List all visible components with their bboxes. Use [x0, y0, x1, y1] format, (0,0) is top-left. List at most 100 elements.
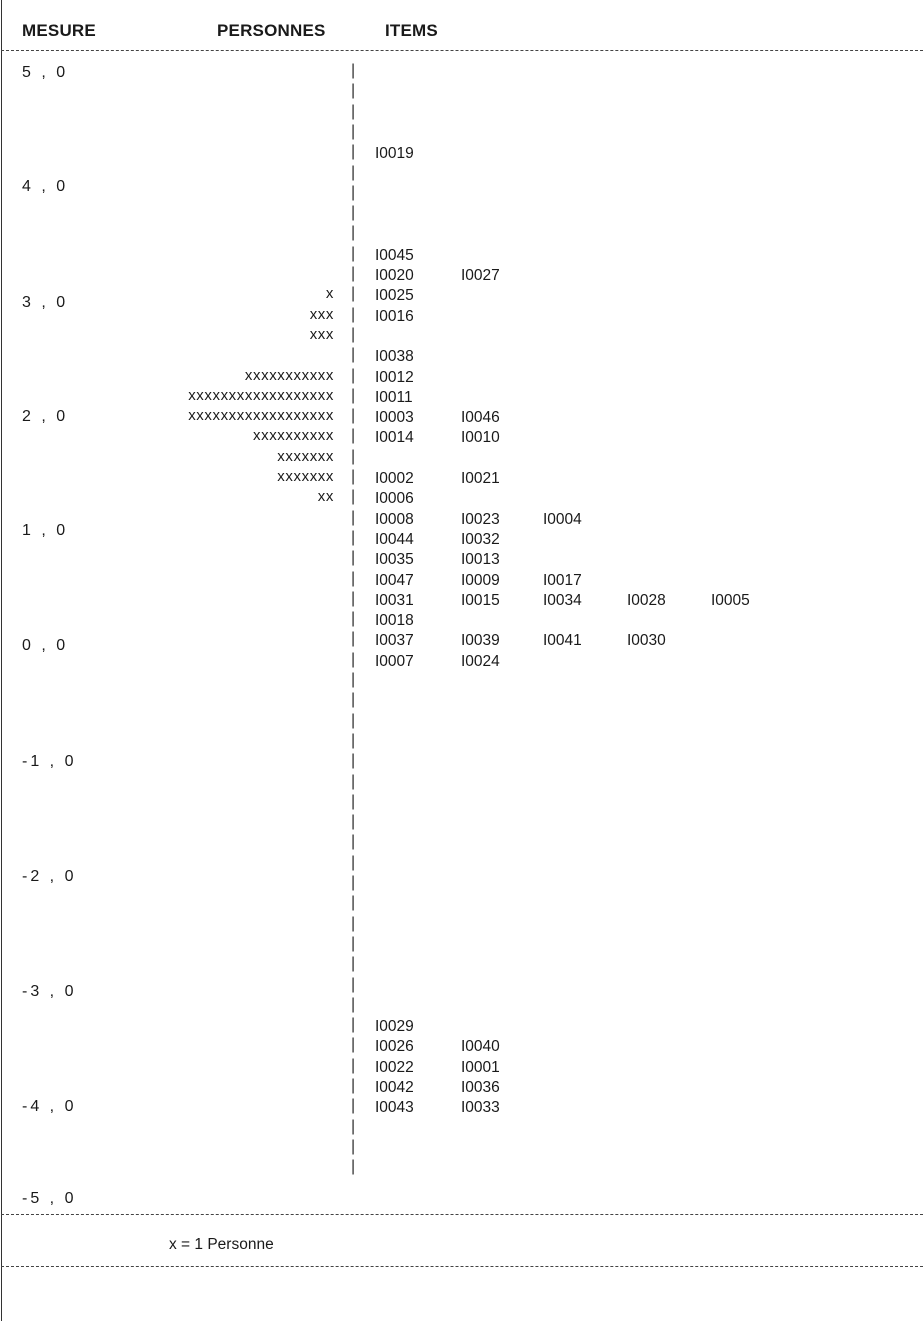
- item-label: I0041: [543, 632, 582, 650]
- item-label: I0033: [461, 1099, 500, 1117]
- item-label: I0011: [375, 388, 413, 406]
- axis-bar: |: [351, 488, 356, 506]
- item-label: I0018: [375, 612, 414, 630]
- axis-bar: |: [351, 995, 356, 1013]
- item-label: I0027: [461, 267, 500, 284]
- axis-bar: |: [351, 285, 356, 303]
- axis-bar: |: [351, 752, 356, 770]
- axis-bar: |: [351, 1056, 356, 1074]
- axis-bar: |: [351, 1077, 356, 1094]
- header-items: ITEMS: [385, 21, 438, 40]
- y-tick-label: -2 , 0: [22, 868, 77, 885]
- axis-bar: |: [351, 589, 356, 607]
- y-tick-label: 0 , 0: [22, 637, 69, 654]
- axis-bar: |: [351, 305, 356, 323]
- axis-bar: |: [351, 1036, 356, 1054]
- axis-bar: |: [351, 366, 356, 384]
- axis-bar: |: [351, 894, 356, 912]
- axis-bar: |: [351, 265, 356, 282]
- axis-bar: |: [351, 691, 356, 709]
- axis-bar: |: [351, 204, 356, 222]
- item-label: I0014: [375, 429, 414, 447]
- item-label: I0025: [375, 287, 414, 305]
- axis-bar: |: [351, 244, 356, 262]
- footer-divider: [1, 1214, 923, 1215]
- y-tick-label: 2 , 0: [22, 408, 69, 425]
- item-label: I0040: [461, 1038, 500, 1056]
- item-label: I0021: [461, 470, 500, 487]
- axis-bar: |: [351, 407, 356, 425]
- item-label: I0037: [375, 632, 414, 650]
- person-count: xxxxxxxxxxx: [244, 366, 334, 384]
- axis-bar: |: [351, 914, 356, 932]
- axis-bar: |: [351, 650, 356, 668]
- axis-bar: |: [351, 325, 356, 343]
- axis-bar: |: [351, 386, 356, 404]
- item-label: I0029: [375, 1018, 414, 1036]
- item-label: I0043: [375, 1099, 414, 1117]
- axis-bar: |: [351, 711, 356, 729]
- y-tick-label: 3 , 0: [22, 294, 69, 311]
- item-label: I0003: [375, 409, 414, 427]
- item-label: I0008: [375, 510, 414, 528]
- axis-bar: |: [351, 874, 356, 891]
- axis-bar: |: [351, 102, 356, 120]
- item-label: I0023: [461, 510, 500, 528]
- y-tick-label: 1 , 0: [22, 522, 69, 539]
- axis-bar: |: [351, 447, 356, 465]
- person-count: xxxxxxx: [277, 468, 334, 485]
- item-label: I0032: [461, 530, 500, 548]
- item-label: I0015: [461, 591, 500, 609]
- axis-bar: |: [351, 731, 356, 749]
- axis-bar: |: [351, 82, 356, 100]
- item-label: I0042: [375, 1079, 414, 1096]
- axis-bar: |: [351, 934, 356, 952]
- item-label: I0005: [711, 591, 750, 609]
- left-border: [1, 0, 2, 1321]
- person-count: xxxxxxx: [277, 447, 334, 465]
- item-label: I0044: [375, 530, 414, 548]
- person-count: xxxxxxxxxxxxxxxxxx: [188, 407, 334, 425]
- axis-bar: |: [351, 427, 356, 445]
- axis-bar: |: [351, 528, 356, 546]
- header-measure: MESURE: [22, 21, 96, 40]
- person-count: x: [325, 285, 334, 303]
- item-label: I0006: [375, 490, 414, 508]
- axis-bar: |: [351, 143, 356, 161]
- item-label: I0001: [461, 1058, 500, 1076]
- item-label: I0030: [627, 632, 666, 650]
- item-label: I0031: [375, 591, 414, 609]
- item-label: I0045: [375, 246, 414, 264]
- item-label: I0013: [461, 551, 500, 569]
- legend: x = 1 Personne: [169, 1236, 274, 1253]
- person-count: xx: [317, 488, 334, 506]
- axis-bar: |: [351, 569, 356, 587]
- item-label: I0020: [375, 267, 414, 284]
- header-divider: [1, 50, 923, 51]
- item-label: I0026: [375, 1038, 414, 1056]
- item-label: I0036: [461, 1079, 500, 1096]
- item-label: I0046: [461, 409, 500, 427]
- axis-bar: |: [351, 1097, 356, 1115]
- item-label: I0004: [543, 510, 582, 528]
- axis-bar: |: [351, 508, 356, 526]
- item-label: I0010: [461, 429, 500, 447]
- axis-bar: |: [351, 346, 356, 364]
- axis-bar: |: [351, 1137, 356, 1155]
- y-tick-label: 4 , 0: [22, 178, 69, 195]
- y-tick-label: -4 , 0: [22, 1098, 77, 1115]
- item-label: I0024: [461, 652, 500, 670]
- item-label: I0012: [375, 368, 414, 386]
- axis-bar: |: [351, 853, 356, 871]
- y-tick-label: 5 , 0: [22, 64, 69, 81]
- item-label: I0039: [461, 632, 500, 650]
- person-count: xxxxxxxxxx: [253, 427, 334, 445]
- y-tick-label: -3 , 0: [22, 983, 77, 1000]
- item-label: I0047: [375, 571, 414, 589]
- y-tick-label: -1 , 0: [22, 753, 77, 770]
- person-count: xxx: [309, 305, 334, 323]
- item-label: I0016: [375, 307, 414, 325]
- axis-bar: |: [351, 975, 356, 993]
- axis-bar: |: [351, 1158, 356, 1176]
- item-label: I0022: [375, 1058, 414, 1076]
